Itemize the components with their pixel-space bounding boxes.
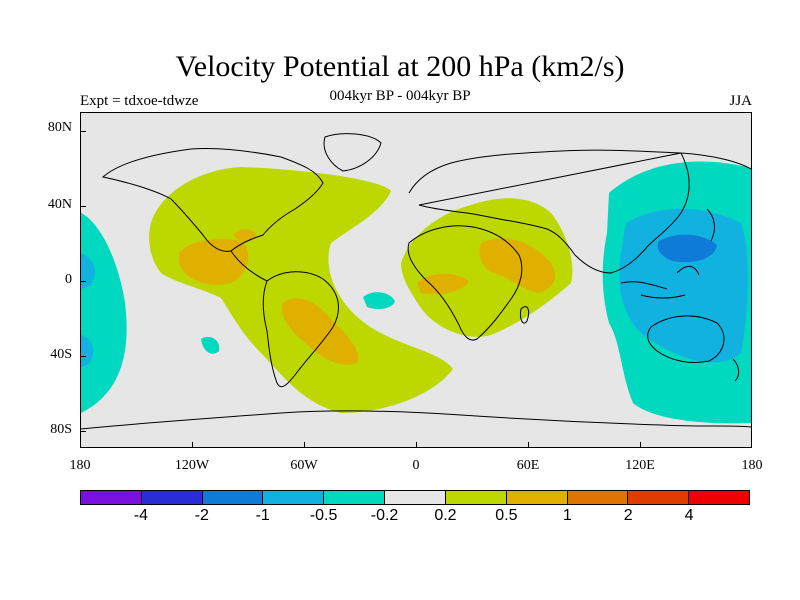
- coast-africa: [407, 225, 523, 341]
- colorbar-label: -1: [255, 507, 270, 524]
- colorbar-cell: [628, 491, 690, 504]
- colorbar-label: 0.2: [434, 507, 457, 524]
- colorbar-label: -0.2: [370, 507, 399, 524]
- colorbar-cell: [81, 491, 142, 504]
- x-tick-label: 60E: [516, 458, 540, 473]
- x-tick: [640, 442, 641, 448]
- y-tick: [80, 281, 86, 282]
- colorbar-cell: [567, 491, 629, 504]
- positive-region-africa-core-west: [417, 273, 469, 295]
- plot-title: Velocity Potential at 200 hPa (km2/s): [175, 50, 625, 83]
- positive-region-americas-core-caribbean: [233, 229, 257, 242]
- y-tick: [80, 206, 86, 207]
- negative-region-east-pacific-mid-south: [81, 335, 94, 367]
- colorbar-label: -2: [194, 507, 209, 524]
- season-label: JJA: [729, 93, 752, 109]
- coast-eurasia: [408, 149, 751, 274]
- coast-north-america: [101, 147, 324, 252]
- coast-japan: [706, 208, 715, 242]
- colorbar-cell: [506, 491, 568, 504]
- x-tick-label: 120W: [174, 458, 210, 473]
- positive-region-americas: [149, 167, 453, 413]
- y-tick-label: 40N: [47, 197, 72, 212]
- colorbar-label: 0.5: [495, 507, 518, 524]
- y-tick-label: 80N: [47, 120, 72, 135]
- colorbar-label: -0.5: [309, 507, 338, 524]
- x-tick-label: 120E: [625, 458, 655, 473]
- colorbar-label: 2: [623, 507, 633, 524]
- colorbar-cell: [445, 491, 507, 504]
- map-field: [81, 113, 751, 447]
- negative-blob-south-pacific: [201, 336, 220, 354]
- x-tick: [416, 442, 417, 448]
- y-tick: [80, 356, 86, 357]
- coast-antarctica: [81, 410, 751, 430]
- negative-region-east-pacific-mid-north: [81, 253, 96, 289]
- x-tick: [528, 442, 529, 448]
- x-tick-label: 180: [741, 458, 763, 473]
- colorbar-cell: [263, 491, 325, 504]
- experiment-label: Expt = tdxoe-tdwze: [80, 93, 199, 109]
- coastlines: [81, 133, 751, 430]
- negative-region-west-pacific-core: [657, 234, 717, 263]
- y-tick: [80, 131, 86, 132]
- coast-madagascar: [520, 306, 530, 324]
- x-tick: [304, 442, 305, 448]
- coast-greenland: [323, 133, 382, 172]
- coast-australia: [647, 315, 725, 364]
- y-tick: [80, 431, 86, 432]
- colorbar-cell: [141, 491, 203, 504]
- colorbar-cell: [202, 491, 264, 504]
- y-tick-label: 0: [65, 272, 72, 287]
- y-tick-label: 40S: [50, 347, 72, 362]
- colorbar-cell: [689, 491, 749, 504]
- positive-region-africa-core-east: [479, 238, 556, 293]
- coast-central-america: [230, 250, 268, 282]
- y-tick-label: 80S: [50, 422, 72, 437]
- plot-subtitle: 004kyr BP - 004kyr BP: [329, 88, 471, 104]
- colorbar-label: 4: [684, 507, 694, 524]
- x-tick-label: 0: [412, 458, 420, 473]
- x-tick-label: 180: [69, 458, 91, 473]
- colorbar-label: -4: [133, 507, 149, 524]
- map-panel: [80, 112, 752, 448]
- colorbar-label: 1: [562, 507, 572, 524]
- x-tick: [192, 442, 193, 448]
- colorbar-cell: [324, 491, 386, 504]
- colorbar-cell: [385, 491, 446, 504]
- positive-region-americas-core-south: [281, 298, 359, 365]
- negative-blob-south-atlantic: [363, 292, 395, 309]
- coast-south-america: [262, 271, 339, 388]
- coast-new-zealand: [732, 358, 740, 382]
- coast-maritime-continent: [620, 266, 700, 299]
- x-tick-label: 60W: [290, 458, 318, 473]
- colorbar: [80, 490, 750, 505]
